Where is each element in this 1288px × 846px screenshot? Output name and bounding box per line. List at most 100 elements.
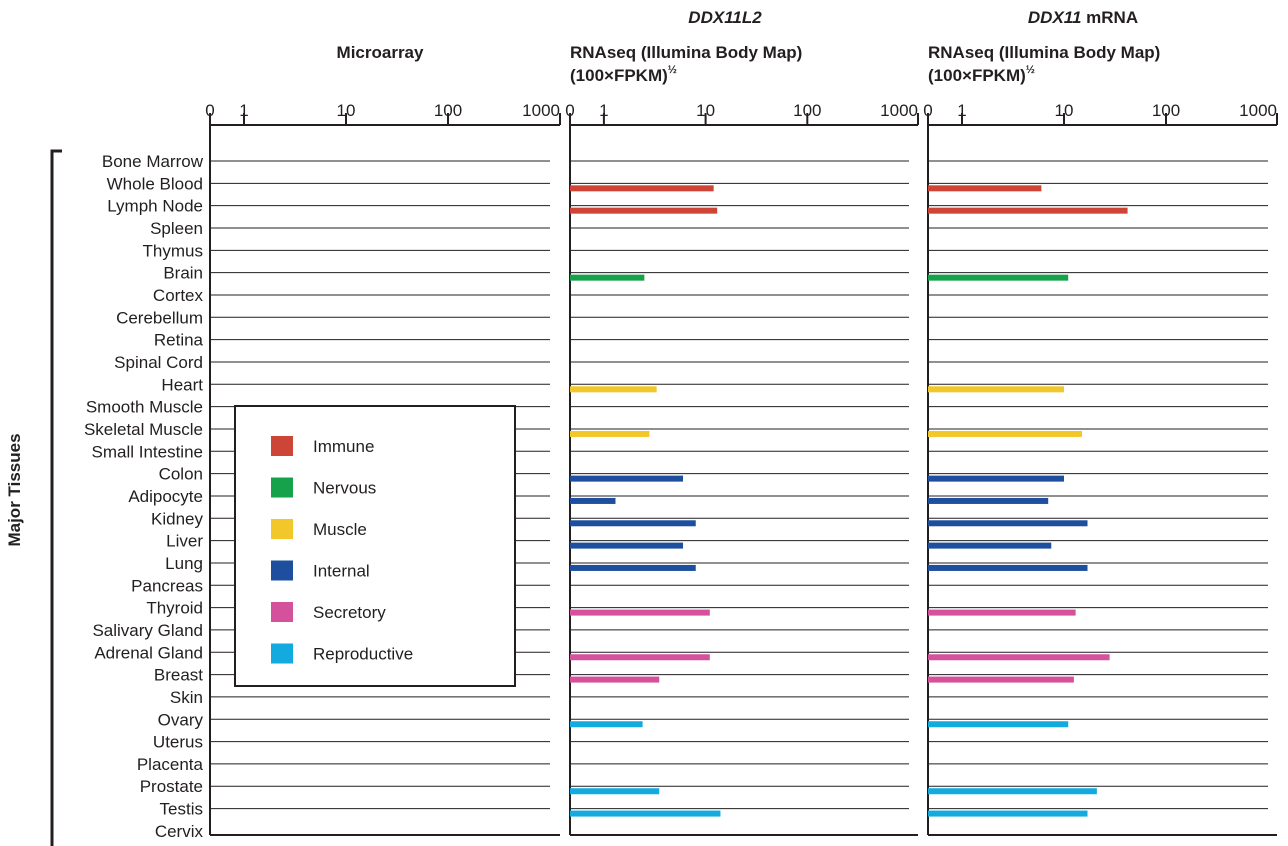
- legend-label-immune: Immune: [313, 437, 374, 456]
- bar-prostate: [928, 788, 1097, 795]
- legend-label-secretory: Secretory: [313, 603, 386, 622]
- tick-label: 100: [793, 101, 821, 120]
- bar-lymph-node: [928, 207, 1128, 214]
- bar-prostate: [570, 788, 660, 795]
- bar-whole-blood: [570, 185, 714, 192]
- row-label: Heart: [161, 375, 203, 394]
- bar-kidney: [928, 520, 1088, 527]
- tick-label: 0: [923, 101, 932, 120]
- row-label: Lung: [165, 554, 203, 573]
- panel-gene-title: DDX11L2: [688, 8, 762, 27]
- panel-title: RNAseq (Illumina Body Map): [570, 43, 802, 62]
- bar-adipocyte: [570, 497, 616, 504]
- row-label: Smooth Muscle: [86, 398, 203, 417]
- bar-liver: [570, 542, 684, 549]
- row-label: Skin: [170, 688, 203, 707]
- tick-label: 1: [957, 101, 966, 120]
- panel-subtitle: (100×FPKM)½: [928, 64, 1035, 85]
- bar-skeletal-muscle: [928, 430, 1082, 437]
- bar-lung: [570, 564, 696, 571]
- tick-label: 10: [696, 101, 715, 120]
- bar-colon: [570, 475, 684, 482]
- y-axis-title: Major Tissues: [5, 433, 24, 546]
- bar-adipocyte: [928, 497, 1049, 504]
- bar-whole-blood: [928, 185, 1042, 192]
- panel-2: DDX11L2 RNAseq (Illumina Body Map) (100×FP…: [565, 8, 919, 836]
- row-label: Retina: [154, 331, 204, 350]
- row-label: Ovary: [158, 710, 204, 729]
- row-label: Breast: [154, 666, 203, 685]
- legend-swatch-immune: [271, 436, 293, 456]
- row-label: Pancreas: [131, 576, 203, 595]
- bar-testis: [928, 810, 1088, 817]
- row-label: Liver: [166, 532, 203, 551]
- row-label: Whole Blood: [107, 174, 203, 193]
- legend-swatch-secretory: [271, 602, 293, 622]
- row-label: Cerebellum: [116, 308, 203, 327]
- panel-unit-superscript: ½: [668, 64, 677, 76]
- panel-gene-name: DDX11: [1028, 8, 1082, 27]
- y-axis-bracket: [50, 149, 62, 846]
- bar-ovary: [928, 721, 1069, 728]
- tick-label: 1: [239, 101, 248, 120]
- row-label: Spinal Cord: [114, 353, 203, 372]
- tick-label: 100: [1152, 101, 1180, 120]
- tick-label: 100: [434, 101, 462, 120]
- bar-ovary: [570, 721, 643, 728]
- row-label: Kidney: [151, 509, 203, 528]
- bar-testis: [570, 810, 721, 817]
- panel-title: Microarray: [337, 43, 424, 62]
- bar-thyroid: [570, 609, 710, 616]
- bar-heart: [928, 386, 1064, 393]
- bar-thyroid: [928, 609, 1076, 616]
- legend-swatch-reproductive: [271, 643, 293, 664]
- tick-label: 10: [337, 101, 356, 120]
- tick-label: 0: [205, 101, 214, 120]
- bar-heart: [570, 386, 657, 393]
- row-label: Thymus: [143, 241, 203, 260]
- bar-lymph-node: [570, 207, 718, 214]
- legend-swatch-internal: [271, 560, 293, 581]
- bar-skeletal-muscle: [570, 430, 650, 437]
- panel-gene-title: DDX11 mRNA: [1028, 8, 1138, 27]
- tick-label: 1000: [522, 101, 560, 120]
- row-label: Brain: [163, 264, 203, 283]
- tick-label: 0: [565, 101, 574, 120]
- legend-label-muscle: Muscle: [313, 520, 367, 539]
- legend-label-reproductive: Reproductive: [313, 645, 413, 664]
- row-label: Spleen: [150, 219, 203, 238]
- bar-adrenal-gland: [928, 654, 1110, 661]
- tick-label: 10: [1055, 101, 1074, 120]
- panel-unit: (100×FPKM): [928, 66, 1026, 85]
- legend-label-internal: Internal: [313, 562, 370, 581]
- row-label: Placenta: [137, 755, 204, 774]
- bar-breast: [928, 676, 1074, 683]
- row-label: Adrenal Gland: [94, 643, 203, 662]
- row-label: Lymph Node: [107, 197, 203, 216]
- row-label: Small Intestine: [92, 442, 204, 461]
- row-label: Bone Marrow: [102, 152, 204, 171]
- bar-kidney: [570, 520, 696, 527]
- bar-colon: [928, 475, 1064, 482]
- row-label: Uterus: [153, 733, 203, 752]
- bar-lung: [928, 564, 1088, 571]
- bar-brain: [570, 274, 645, 281]
- row-label: Prostate: [140, 777, 203, 796]
- bar-brain: [928, 274, 1069, 281]
- tick-label: 1000: [880, 101, 918, 120]
- legend-swatch-muscle: [271, 519, 293, 539]
- legend-label-nervous: Nervous: [313, 479, 376, 498]
- tick-label: 1000: [1239, 101, 1277, 120]
- panel-3: DDX11 mRNA RNAseq (Illumina Body Map) (100…: [923, 8, 1278, 836]
- row-label: Adipocyte: [128, 487, 203, 506]
- panel-gene-suffix: mRNA: [1081, 8, 1138, 27]
- row-label: Thyroid: [146, 599, 203, 618]
- row-label: Testis: [160, 800, 203, 819]
- row-label: Salivary Gland: [92, 621, 203, 640]
- legend-swatch-nervous: [271, 477, 293, 498]
- bar-breast: [570, 676, 660, 683]
- bar-liver: [928, 542, 1052, 549]
- row-label: Cervix: [155, 822, 204, 841]
- panel-unit: (100×FPKM): [570, 66, 668, 85]
